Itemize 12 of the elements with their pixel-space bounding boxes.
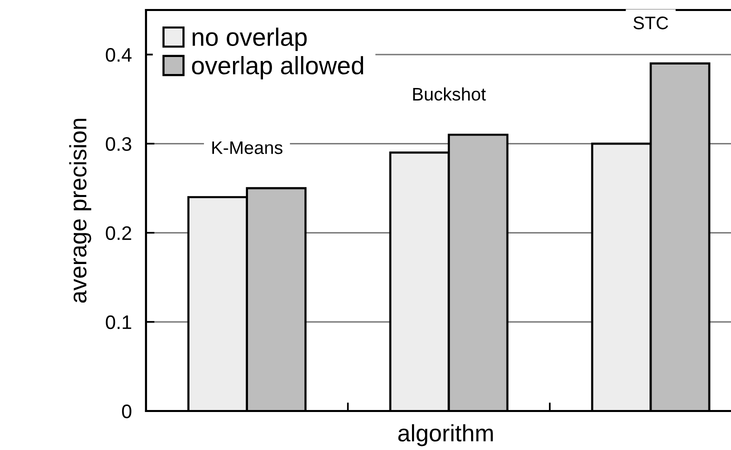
x-tick-label: STC (633, 16, 668, 30)
y-tick-label: 0.2 (106, 226, 132, 240)
x-tick-label: Buckshot (413, 87, 486, 101)
legend-label: overlap allowed (192, 56, 364, 80)
x-axis-title: algorithm (398, 424, 493, 446)
legend-label: no overlap (192, 28, 307, 51)
y-tick-label: 0.3 (106, 137, 132, 151)
y-tick-label: 0.4 (106, 48, 132, 62)
y-tick-label: 0.1 (106, 315, 132, 330)
x-tick-label: K-Means (212, 142, 282, 154)
y-tick-label: 0 (122, 404, 132, 418)
y-axis-title: average precision (69, 118, 92, 303)
